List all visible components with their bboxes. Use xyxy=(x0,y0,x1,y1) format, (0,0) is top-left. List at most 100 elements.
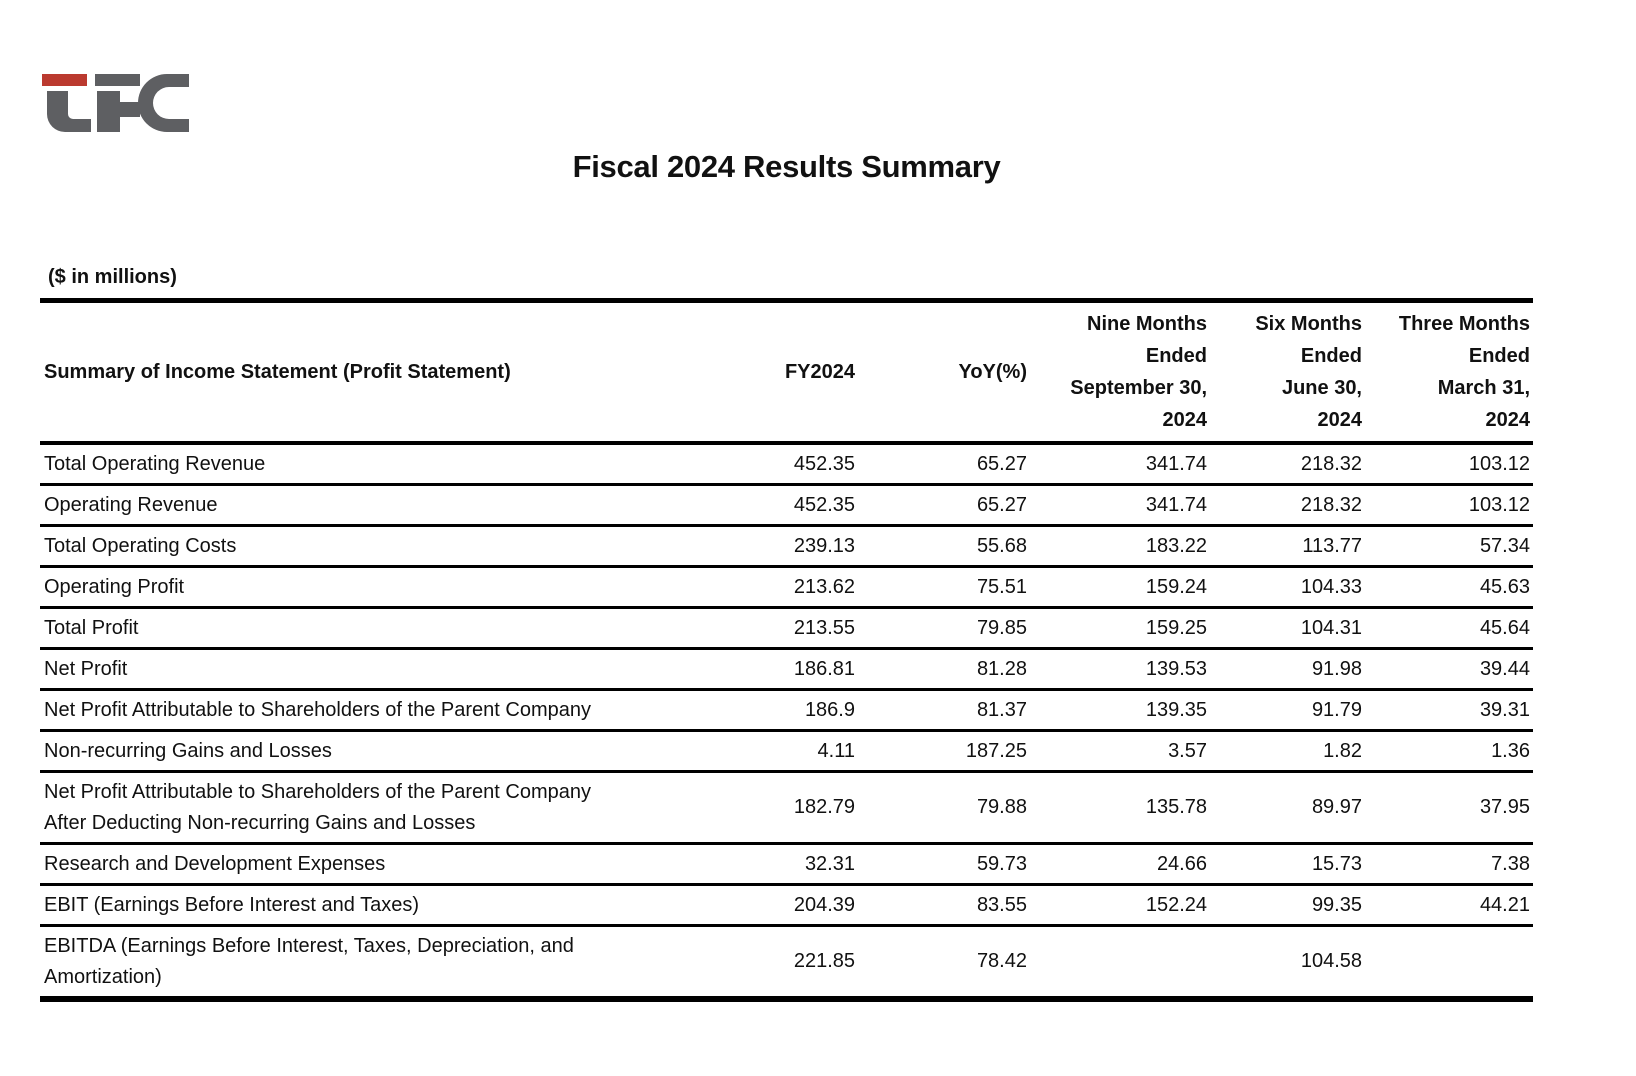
cell-yoy: 79.85 xyxy=(858,607,1030,650)
cell-label: Research and Development Expenses xyxy=(40,843,690,886)
cell-fy2024: 213.62 xyxy=(690,566,858,609)
cell-three-months: 45.64 xyxy=(1365,607,1533,650)
cell-six-months: 113.77 xyxy=(1210,525,1365,568)
table-row: Net Profit Attributable to Shareholders … xyxy=(40,771,1533,845)
cell-label: Operating Profit xyxy=(40,566,690,609)
company-logo xyxy=(42,74,189,132)
header-line: 2024 xyxy=(1162,409,1208,431)
cell-three-months: 103.12 xyxy=(1365,443,1533,486)
cell-yoy: 187.25 xyxy=(858,730,1030,773)
cell-fy2024: 239.13 xyxy=(690,525,858,568)
header-line: Ended xyxy=(1300,345,1362,367)
cell-fy2024: 452.35 xyxy=(690,443,858,486)
table-row: EBITDA (Earnings Before Interest, Taxes,… xyxy=(40,925,1533,1002)
cell-fy2024: 32.31 xyxy=(690,843,858,886)
cell-label: Total Operating Revenue xyxy=(40,443,690,486)
lfc-logo-graphic xyxy=(42,74,189,132)
col-header-yoy: YoY(%) xyxy=(858,300,1030,445)
cell-nine-months: 3.57 xyxy=(1030,730,1210,773)
col-header-nine-months: Nine Months Ended September 30, 2024 xyxy=(1030,300,1210,445)
logo-letter-l xyxy=(47,91,91,132)
cell-six-months: 104.58 xyxy=(1210,925,1365,1002)
cell-yoy: 75.51 xyxy=(858,566,1030,609)
table-row: Net Profit 186.81 81.28 139.53 91.98 39.… xyxy=(40,648,1533,691)
cell-label: Operating Revenue xyxy=(40,484,690,527)
cell-yoy: 55.68 xyxy=(858,525,1030,568)
cell-nine-months: 139.35 xyxy=(1030,689,1210,732)
header-line: Ended xyxy=(1468,345,1530,367)
cell-yoy: 83.55 xyxy=(858,884,1030,927)
cell-yoy: 65.27 xyxy=(858,443,1030,486)
cell-label: Net Profit Attributable to Shareholders … xyxy=(40,771,690,845)
header-line: 2024 xyxy=(1485,409,1531,431)
cell-six-months: 104.33 xyxy=(1210,566,1365,609)
table-row: EBIT (Earnings Before Interest and Taxes… xyxy=(40,884,1533,927)
cell-nine-months: 139.53 xyxy=(1030,648,1210,691)
cell-yoy: 81.37 xyxy=(858,689,1030,732)
logo-red-bar xyxy=(42,74,87,86)
cell-label: Net Profit xyxy=(40,648,690,691)
cell-yoy: 59.73 xyxy=(858,843,1030,886)
cell-label: Total Profit xyxy=(40,607,690,650)
table-row: Total Operating Costs 239.13 55.68 183.2… xyxy=(40,525,1533,568)
cell-label: Non-recurring Gains and Losses xyxy=(40,730,690,773)
cell-nine-months: 159.24 xyxy=(1030,566,1210,609)
cell-yoy: 65.27 xyxy=(858,484,1030,527)
cell-three-months: 103.12 xyxy=(1365,484,1533,527)
cell-fy2024: 452.35 xyxy=(690,484,858,527)
cell-fy2024: 221.85 xyxy=(690,925,858,1002)
logo-letter-c xyxy=(138,74,189,132)
table-row: Research and Development Expenses 32.31 … xyxy=(40,843,1533,886)
table-row: Net Profit Attributable to Shareholders … xyxy=(40,689,1533,732)
cell-three-months: 39.31 xyxy=(1365,689,1533,732)
cell-three-months: 1.36 xyxy=(1365,730,1533,773)
page-title: Fiscal 2024 Results Summary xyxy=(572,149,1001,184)
cell-six-months: 218.32 xyxy=(1210,443,1365,486)
units-note: ($ in millions) xyxy=(48,266,177,288)
cell-three-months: 45.63 xyxy=(1365,566,1533,609)
cell-nine-months xyxy=(1030,925,1210,1002)
cell-yoy: 79.88 xyxy=(858,771,1030,845)
cell-fy2024: 186.81 xyxy=(690,648,858,691)
col-header-six-months: Six Months Ended June 30, 2024 xyxy=(1210,300,1365,445)
cell-fy2024: 182.79 xyxy=(690,771,858,845)
income-statement-table: Summary of Income Statement (Profit Stat… xyxy=(40,298,1533,1002)
cell-six-months: 1.82 xyxy=(1210,730,1365,773)
logo-letter-f xyxy=(97,91,140,132)
table-row: Non-recurring Gains and Losses 4.11 187.… xyxy=(40,730,1533,773)
table-header-row: Summary of Income Statement (Profit Stat… xyxy=(40,300,1533,445)
cell-label: Net Profit Attributable to Shareholders … xyxy=(40,689,690,732)
cell-fy2024: 186.9 xyxy=(690,689,858,732)
logo-gray-bar xyxy=(95,74,140,86)
cell-label: EBITDA (Earnings Before Interest, Taxes,… xyxy=(40,925,690,1002)
cell-nine-months: 135.78 xyxy=(1030,771,1210,845)
cell-nine-months: 341.74 xyxy=(1030,484,1210,527)
header-line: 2024 xyxy=(1317,409,1363,431)
cell-label: Total Operating Costs xyxy=(40,525,690,568)
cell-fy2024: 204.39 xyxy=(690,884,858,927)
cell-six-months: 15.73 xyxy=(1210,843,1365,886)
header-line: September 30, xyxy=(1070,377,1207,399)
col-header-summary: Summary of Income Statement (Profit Stat… xyxy=(40,300,690,445)
cell-six-months: 91.98 xyxy=(1210,648,1365,691)
header-line: Three Months xyxy=(1398,313,1530,335)
cell-three-months: 57.34 xyxy=(1365,525,1533,568)
header-line: Nine Months xyxy=(1087,313,1207,335)
cell-yoy: 78.42 xyxy=(858,925,1030,1002)
cell-six-months: 218.32 xyxy=(1210,484,1365,527)
table-row: Total Profit 213.55 79.85 159.25 104.31 … xyxy=(40,607,1533,650)
cell-six-months: 91.79 xyxy=(1210,689,1365,732)
cell-nine-months: 24.66 xyxy=(1030,843,1210,886)
table-row: Operating Profit 213.62 75.51 159.24 104… xyxy=(40,566,1533,609)
table-row: Total Operating Revenue 452.35 65.27 341… xyxy=(40,443,1533,486)
cell-three-months: 7.38 xyxy=(1365,843,1533,886)
table-row: Operating Revenue 452.35 65.27 341.74 21… xyxy=(40,484,1533,527)
header-line: Ended xyxy=(1145,345,1207,367)
cell-three-months: 37.95 xyxy=(1365,771,1533,845)
cell-nine-months: 341.74 xyxy=(1030,443,1210,486)
cell-nine-months: 183.22 xyxy=(1030,525,1210,568)
cell-nine-months: 159.25 xyxy=(1030,607,1210,650)
cell-fy2024: 213.55 xyxy=(690,607,858,650)
cell-three-months xyxy=(1365,925,1533,1002)
